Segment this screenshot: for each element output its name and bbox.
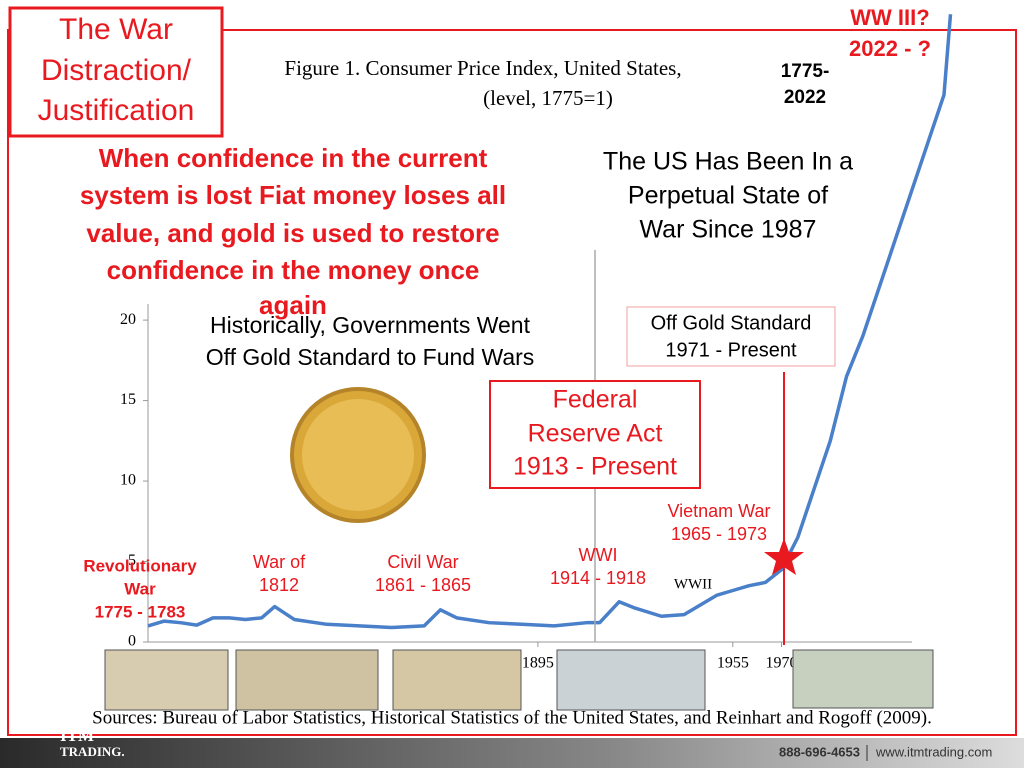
annotation-box	[489, 380, 701, 489]
annotation: Perpetual State of	[628, 182, 828, 210]
annotation: War of	[253, 552, 306, 572]
y-tick-label: 5	[128, 552, 136, 569]
annotation: Vietnam War	[667, 501, 770, 521]
y-tick-label: 20	[120, 311, 136, 328]
banknote	[104, 649, 229, 711]
annotation: Off Gold Standard to Fund Wars	[206, 344, 535, 370]
source: Sources: Bureau of Labor Statistics, His…	[92, 707, 932, 728]
annotation: 1971 - Present	[665, 339, 797, 361]
x-tick-label: 1970	[766, 655, 798, 672]
title-box	[8, 6, 224, 138]
headline-line: system is lost Fiat money loses all	[80, 180, 506, 210]
slide-title: Distraction/	[41, 54, 192, 87]
gold-coin-face	[302, 399, 414, 511]
x-tick-label: 1895	[522, 655, 554, 672]
logo: ITM	[60, 726, 94, 745]
annotation: Historically, Governments Went	[210, 312, 531, 338]
slide-title: Justification	[38, 94, 195, 127]
y-tick-label: 15	[120, 391, 136, 408]
banknote	[556, 649, 706, 711]
annotation: 2022 - ?	[849, 36, 931, 61]
y-tick-label: 10	[120, 472, 136, 489]
headline-line: value, and gold is used to restore	[86, 218, 499, 248]
frame	[7, 29, 1017, 736]
annotation: War Since 1987	[640, 216, 817, 244]
headline-line: again	[259, 290, 327, 320]
annotation: 1861 - 1865	[375, 575, 471, 595]
annotation: Reserve Act	[528, 420, 663, 448]
footer-phone: 888-696-4653	[779, 744, 860, 759]
headline: When confidence in the current system is…	[80, 143, 506, 320]
logo: TRADING.	[60, 744, 125, 759]
annotation: Revolutionary	[83, 556, 197, 575]
annotations: WW III? 2022 - ? The US Has Been In a Pe…	[83, 5, 931, 622]
annotation: WWI	[579, 545, 618, 565]
y-tick-label: 0	[128, 633, 136, 650]
annotation-box	[626, 306, 836, 367]
annotation: Civil War	[387, 552, 458, 572]
annotation: WWII	[674, 576, 712, 592]
annotation: WW III?	[850, 5, 929, 30]
footer-site: www.itmtrading.com	[875, 744, 992, 759]
headline-line: When confidence in the current	[99, 143, 488, 173]
x-tick-label: 1955	[717, 655, 749, 672]
annotation: 1812	[259, 575, 299, 595]
annotation: The US Has Been In a	[603, 148, 853, 176]
headline-line: confidence in the money once	[107, 255, 480, 285]
slide-title: The War	[59, 13, 173, 46]
annotation: 1775 - 1783	[95, 602, 186, 621]
chart-title: (level, 1775=1)	[483, 86, 613, 110]
banknote	[392, 649, 522, 711]
annotation: 1913 - Present	[513, 453, 677, 481]
axes: 0 5 10 15 20 1895 1955 1970	[120, 14, 953, 672]
range-label: 1775-	[781, 61, 830, 82]
cpi-line	[147, 14, 953, 630]
annotation: Federal	[553, 386, 638, 414]
footer	[0, 738, 1024, 768]
chart-title: Figure 1. Consumer Price Index, United S…	[284, 56, 681, 80]
annotation: 1914 - 1918	[550, 568, 646, 588]
annotation: 1965 - 1973	[671, 524, 767, 544]
annotation: Off Gold Standard	[651, 312, 812, 334]
range-label: 2022	[784, 87, 826, 108]
banknote	[235, 649, 379, 711]
banknote	[792, 649, 934, 709]
star	[764, 538, 804, 575]
annotation: War	[124, 579, 156, 598]
